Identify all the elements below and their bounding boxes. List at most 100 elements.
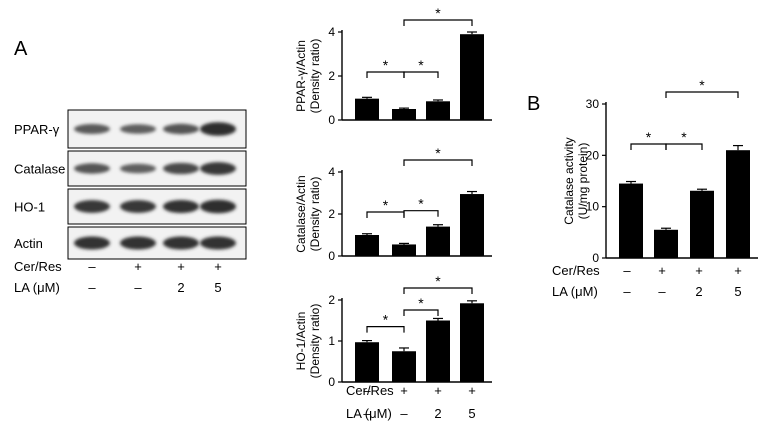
blot-band <box>120 163 156 174</box>
y-tick-label: 30 <box>586 97 600 111</box>
significance-star: * <box>383 197 389 213</box>
significance-star: * <box>435 5 441 21</box>
western-blot: PPAR-γ Catalase HO-1 Actin <box>14 109 247 260</box>
bar <box>654 229 678 258</box>
condition-value: – <box>658 284 666 299</box>
y-axis-label: (U/mg protein) <box>576 143 590 220</box>
significance-bracket <box>665 143 703 150</box>
condition-label-cer-res: Cer/Res <box>14 259 62 274</box>
bar <box>426 320 450 382</box>
significance-star: * <box>418 196 424 212</box>
blot-band <box>74 124 110 134</box>
y-tick-label: 10 <box>586 200 600 214</box>
bar <box>355 98 379 120</box>
condition-value: – <box>134 280 142 295</box>
significance-star: * <box>681 129 687 145</box>
condition-value: + <box>468 383 476 398</box>
blot-band <box>74 163 110 174</box>
significance-bracket <box>403 309 439 316</box>
bar <box>619 183 643 258</box>
condition-tables: Cer/Res LA (μM) – – + – +2 +5 Cer/Res LA (μM) – – + –… <box>14 259 742 421</box>
y-tick-label: 4 <box>328 165 335 179</box>
y-tick-label: 20 <box>586 148 600 162</box>
significance-bracket <box>366 325 405 333</box>
significance-star: * <box>383 57 389 73</box>
y-tick-label: 2 <box>328 293 335 307</box>
significance-star: * <box>435 145 441 161</box>
y-axis-label: PPAR-γ/Actin <box>294 40 308 112</box>
y-tick-label: 0 <box>592 251 599 265</box>
significance-star: * <box>646 129 652 145</box>
condition-value: + <box>134 259 142 274</box>
condition-value: + <box>695 263 703 278</box>
condition-value: + <box>400 383 408 398</box>
significance-bracket <box>403 287 473 294</box>
condition-value: 2 <box>434 406 441 421</box>
significance-star: * <box>418 57 424 73</box>
significance-bracket <box>403 71 439 78</box>
blot-row-label: PPAR-γ <box>14 122 60 137</box>
condition-value: – <box>88 280 96 295</box>
y-axis-label: Catalase/Actin <box>294 175 308 252</box>
blot-band <box>74 236 110 250</box>
y-axis-label: (Density ratio) <box>308 177 322 252</box>
significance-star: * <box>699 77 705 93</box>
condition-label-cer-res: Cer/Res <box>346 383 394 398</box>
blot-band <box>163 199 199 214</box>
bar <box>690 190 714 258</box>
panel-b-label: B <box>527 93 540 115</box>
condition-value: + <box>214 259 222 274</box>
significance-bracket <box>403 159 473 166</box>
condition-value: – <box>363 383 371 398</box>
blot-band <box>200 122 236 136</box>
condition-table: Cer/Res LA (μM) – – + – +2 +5 <box>552 263 742 299</box>
y-axis-label: HO-1/Actin <box>294 312 308 371</box>
blot-band <box>120 236 156 250</box>
blot-band <box>120 200 156 213</box>
condition-value: – <box>623 284 631 299</box>
condition-label-la: LA (μM) <box>14 280 60 295</box>
bar <box>460 303 484 382</box>
y-axis-label: Catalase activity <box>562 137 576 224</box>
condition-table: Cer/Res LA (μM) – – + – +2 +5 <box>14 259 222 295</box>
condition-value: + <box>177 259 185 274</box>
bar <box>426 101 450 120</box>
condition-value: – <box>363 406 371 421</box>
significance-bracket <box>403 210 439 217</box>
blot-band <box>163 236 199 250</box>
significance-bracket <box>665 91 739 98</box>
significance-star: * <box>435 273 441 289</box>
chart-ho1: 0 1 2 HO-1/Actin (Density ratio) * * * <box>294 273 492 389</box>
condition-value: 5 <box>468 406 475 421</box>
condition-value: – <box>88 259 96 274</box>
bar <box>392 351 416 382</box>
bar <box>355 235 379 256</box>
condition-value: – <box>400 406 408 421</box>
blot-band <box>163 162 199 175</box>
y-tick-label: 0 <box>328 375 335 389</box>
y-tick-label: 4 <box>328 25 335 39</box>
bar <box>460 194 484 256</box>
bar <box>355 342 379 382</box>
blot-row-label: Actin <box>14 236 43 251</box>
significance-star: * <box>418 295 424 311</box>
condition-label-cer-res: Cer/Res <box>552 263 600 278</box>
y-axis-label: (Density ratio) <box>308 304 322 379</box>
condition-value: 2 <box>177 280 184 295</box>
condition-label-la: LA (μM) <box>552 284 598 299</box>
bar <box>460 34 484 121</box>
blot-band <box>163 123 199 135</box>
condition-value: + <box>734 263 742 278</box>
panel-a-label: A <box>14 38 28 60</box>
y-tick-label: 2 <box>328 69 335 83</box>
significance-star: * <box>383 312 389 328</box>
blot-band <box>200 236 236 250</box>
significance-bracket <box>403 19 473 26</box>
condition-value: 5 <box>214 280 221 295</box>
condition-value: + <box>434 383 442 398</box>
bar <box>392 109 416 120</box>
y-axis-label: (Density ratio) <box>308 39 322 114</box>
condition-value: + <box>658 263 666 278</box>
